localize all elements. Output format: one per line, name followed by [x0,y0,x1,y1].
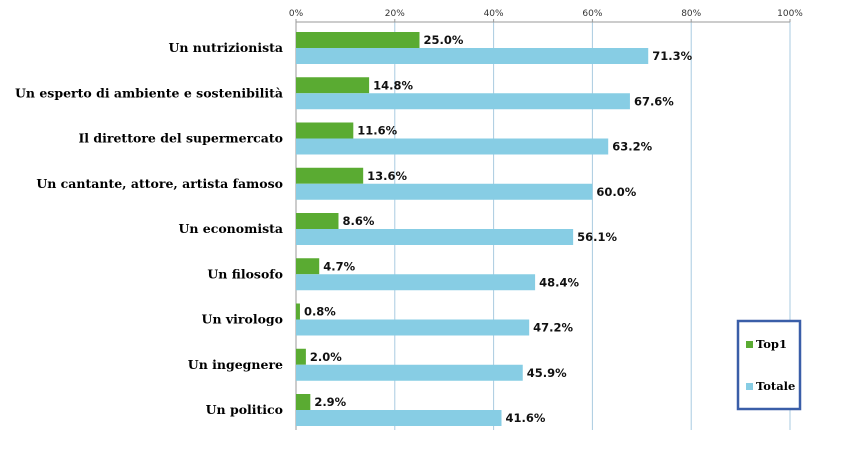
legend-swatch-totale [746,383,753,390]
bar-totale [296,274,536,291]
x-tick-label: 100% [777,9,803,19]
legend: Top1 Totale [736,319,802,411]
category-label: Un ingegnere [188,357,283,372]
category-label: Un politico [206,402,283,417]
data-label: 14.8% [373,78,413,92]
bar-top1 [296,167,364,184]
legend-swatch-top1 [746,341,753,348]
category-label: Un cantante, attore, artista famoso [36,176,283,191]
data-label: 41.6% [506,411,546,425]
bar-top1 [296,303,300,320]
bar-top1 [296,394,311,410]
bar-totale [296,138,609,155]
category-label: Un economista [178,221,283,236]
data-label: 56.1% [577,230,617,244]
x-axis-ticks: 0% 20% 40% 60% 80% 100% [289,9,803,23]
data-label: 48.4% [539,275,579,289]
data-label: 71.3% [652,49,692,63]
data-label: 60.0% [596,185,636,199]
data-label: 2.9% [314,395,346,409]
category-label: Un virologo [202,312,283,327]
bar-totale [296,229,574,245]
category-label: Il direttore del supermercato [78,131,283,146]
bar-totale [296,364,523,381]
bar-top1 [296,348,306,365]
bar-top1 [296,213,339,229]
bar-top1 [296,77,370,94]
x-tick-label: 40% [484,9,504,19]
x-tick-label: 0% [289,9,304,19]
bar-top1 [296,32,420,48]
data-label: 8.6% [342,214,374,228]
data-label: 0.8% [304,305,336,319]
x-tick-label: 20% [385,9,405,19]
data-label: 25.0% [424,33,464,47]
category-label: Un filosofo [207,266,283,281]
data-label: 13.6% [367,169,407,183]
data-label: 11.6% [357,124,397,138]
category-label: Un nutrizionista [168,40,283,55]
bar-top1 [296,258,320,275]
bar-totale [296,319,530,336]
data-label: 47.2% [533,321,573,335]
bar-totale [296,48,649,64]
data-label: 2.0% [310,350,342,364]
x-tick-label: 80% [681,9,701,19]
bar-top1 [296,122,354,139]
labels: Un nutrizionista 25.0% 71.3% Un esperto di … [15,33,693,425]
data-label: 63.2% [612,140,652,154]
category-label: Un esperto di ambiente e sostenibilità [15,85,283,100]
data-label: 45.9% [527,366,567,380]
legend-label-top1: Top1 [756,337,787,351]
data-label: 67.6% [634,94,674,108]
x-tick-label: 60% [582,9,602,19]
bar-totale [296,183,593,200]
bar-totale [296,93,630,110]
data-label: 4.7% [323,259,355,273]
legend-box [736,319,802,411]
bars [296,32,649,426]
bar-totale [296,410,502,426]
legend-label-totale: Totale [756,379,795,393]
